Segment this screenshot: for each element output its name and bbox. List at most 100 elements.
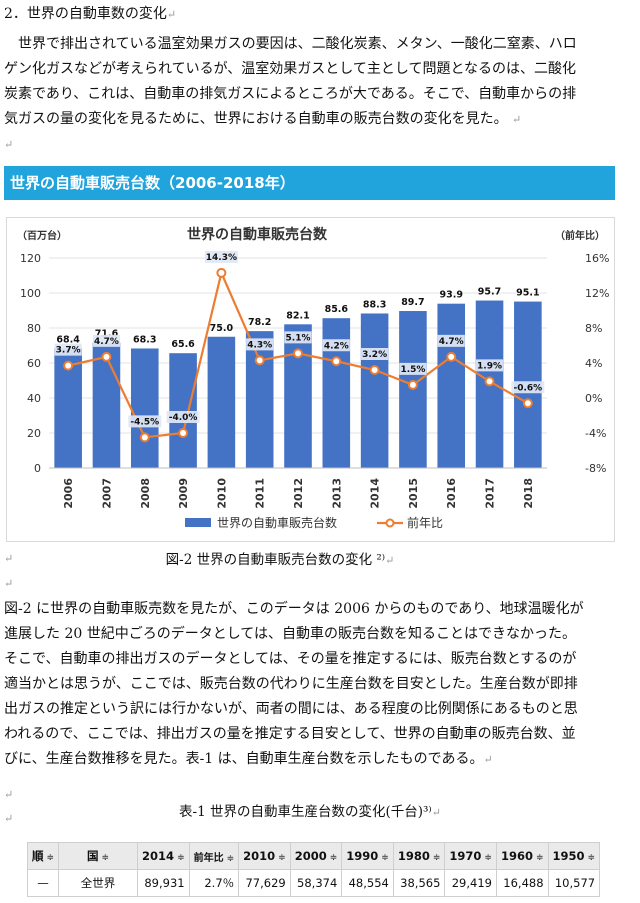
sort-icon[interactable]: ≑ [177, 853, 185, 863]
production-table: 順 ≑ 国 ≑ 2014 ≑ 前年比 ≑ 2010 ≑ 2000 ≑ 1990 ≑ 1980 ≑… [26, 842, 601, 897]
sort-icon[interactable]: ≑ [381, 853, 389, 863]
x-tick: 2009 [177, 478, 190, 509]
col-header-1950[interactable]: 1950 ≑ [547, 842, 601, 870]
body-paragraph: 図-2 に世界の自動車販売数を見たが、このデータは 2006 からのものであり、… [4, 597, 634, 772]
bar-label: 75.0 [210, 323, 234, 334]
bar-label: 89.7 [401, 297, 424, 308]
x-tick: 2015 [407, 478, 420, 509]
x-tick: 2017 [484, 478, 497, 509]
point-label-bg [128, 415, 162, 428]
para2-line: びに、生産台数推移を見た。表-1 は、自動車生産台数を示したものである。↵ [4, 751, 493, 767]
col-header-1980[interactable]: 1980 ≑ [392, 842, 446, 870]
table-cell: 16,488 [495, 869, 549, 897]
bar [207, 336, 236, 468]
point-label: 3.7% [56, 346, 81, 356]
x-tick: 2012 [292, 478, 305, 509]
point-label: 1.5% [400, 365, 425, 375]
sort-icon[interactable]: ≑ [484, 853, 492, 863]
bar [245, 331, 274, 468]
col-header-1970[interactable]: 1970 ≑ [444, 842, 497, 870]
line-point [254, 355, 265, 366]
return-mark-icon: ↵ [4, 552, 14, 565]
point-label: 1.9% [477, 361, 502, 371]
y-tick-left: 60 [27, 357, 41, 370]
col-header-yoy[interactable]: 前年比 ≑ [188, 842, 240, 870]
point-label-bg [166, 411, 200, 423]
para2-line: われるので、ここでは、排出ガスの量を推定する目安として、世界の自動車の販売台数、… [4, 726, 576, 742]
line-point [484, 376, 495, 387]
bar [437, 303, 466, 468]
return-mark-icon: ↵ [4, 812, 14, 825]
chart-title: 世界の自動車販売台数 [187, 226, 328, 243]
y-tick-right: -8% [585, 462, 606, 475]
sort-icon[interactable]: ≑ [101, 853, 110, 863]
para2-line: 図-2 に世界の自動車販売数を見たが、このデータは 2006 からのものであり、… [4, 601, 584, 617]
legend-label: 前年比 [407, 515, 443, 530]
y-tick-left: 40 [27, 392, 41, 405]
y-tick-left: 100 [20, 287, 41, 300]
col-header-country[interactable]: 国 ≑ [58, 842, 139, 870]
sort-icon[interactable]: ≑ [587, 853, 596, 863]
col-header-2000[interactable]: 2000 ≑ [289, 842, 343, 870]
point-label: -4.5% [130, 417, 159, 427]
bar-label: 95.7 [478, 287, 501, 298]
line-point [446, 351, 457, 362]
point-label-bg [54, 343, 82, 356]
point-label-bg [246, 338, 274, 351]
return-mark-icon: ↵ [431, 806, 441, 819]
col-header-1990[interactable]: 1990 ≑ [341, 842, 394, 870]
point-label-bg [92, 334, 121, 347]
x-tick: 2016 [445, 478, 458, 509]
point-label: -4.0% [169, 413, 198, 423]
y-axis-left-label: （百万台） [17, 229, 67, 242]
x-tick: 2013 [330, 478, 343, 509]
sort-icon[interactable]: ≑ [329, 853, 338, 863]
return-mark-icon: ↵ [166, 8, 177, 21]
bar [360, 313, 389, 468]
table-cell: 29,419 [444, 869, 497, 897]
para2-line: そこで、自動車の排出ガスのデータとしては、その量を推定するには、販売台数とするの… [4, 651, 577, 667]
return-mark-icon: ↵ [385, 554, 395, 567]
point-label-bg [475, 359, 504, 372]
bar-label: 95.1 [516, 288, 539, 299]
return-mark-icon: ↵ [4, 138, 14, 151]
table-cell: 2.7％ [188, 869, 240, 897]
point-label-bg [322, 339, 350, 352]
sort-icon[interactable]: ≑ [226, 853, 235, 864]
para2-line: 出ガスの推定という訳には行かないが、両者の間には、ある程度の比例関係にあるものと… [4, 701, 578, 717]
para2-line: 適当かとは思うが、ここでは、販売台数の代わりに生産台数を目安とした。生産台数が即… [4, 676, 578, 692]
bar-label: 68.4 [56, 334, 80, 345]
bar [92, 342, 121, 468]
line-point [101, 351, 112, 362]
sort-icon[interactable]: ≑ [535, 853, 544, 863]
legend-swatch-bars [185, 518, 211, 527]
section-heading: 2．世界の自動車数の変化↵ [4, 6, 177, 22]
line-point [63, 360, 74, 371]
table-cell: 77,629 [238, 869, 291, 897]
table-caption: 表-1 世界の自動車生産台数の変化(千台)³⁾↵ [179, 804, 441, 820]
line-point [216, 267, 227, 278]
sort-icon[interactable]: ≑ [278, 853, 286, 863]
y-tick-left: 80 [27, 322, 41, 335]
sort-icon[interactable]: ≑ [432, 853, 441, 863]
bar-label: 85.6 [325, 304, 349, 315]
point-label-bg [361, 348, 389, 360]
para1-line: 世界で排出されている温室効果ガスの要因は、二酸化炭素、メタン、一酸化二窒素、ハロ [4, 36, 577, 52]
bar-label: 65.6 [171, 339, 195, 350]
col-header-rank[interactable]: 順 ≑ [26, 842, 60, 870]
x-tick: 2008 [139, 478, 152, 509]
col-header-2010[interactable]: 2010 ≑ [238, 842, 291, 870]
y-tick-right: 4% [585, 357, 602, 370]
line-point [139, 432, 150, 443]
point-label: 14.3% [206, 253, 237, 263]
bar [130, 348, 159, 468]
y-axis-right-label: （前年比） [555, 229, 605, 242]
sort-icon[interactable]: ≑ [46, 853, 55, 863]
col-header-2014[interactable]: 2014 ≑ [137, 842, 190, 870]
table-cell: 58,374 [289, 869, 343, 897]
table-header-row: 順 ≑ 国 ≑ 2014 ≑ 前年比 ≑ 2010 ≑ 2000 ≑ 1990 ≑ 1980 ≑… [26, 842, 601, 870]
bar-label: 78.2 [248, 317, 271, 328]
return-mark-icon: ↵ [483, 753, 493, 766]
col-header-1960[interactable]: 1960 ≑ [495, 842, 549, 870]
point-label: 4.3% [247, 340, 272, 350]
